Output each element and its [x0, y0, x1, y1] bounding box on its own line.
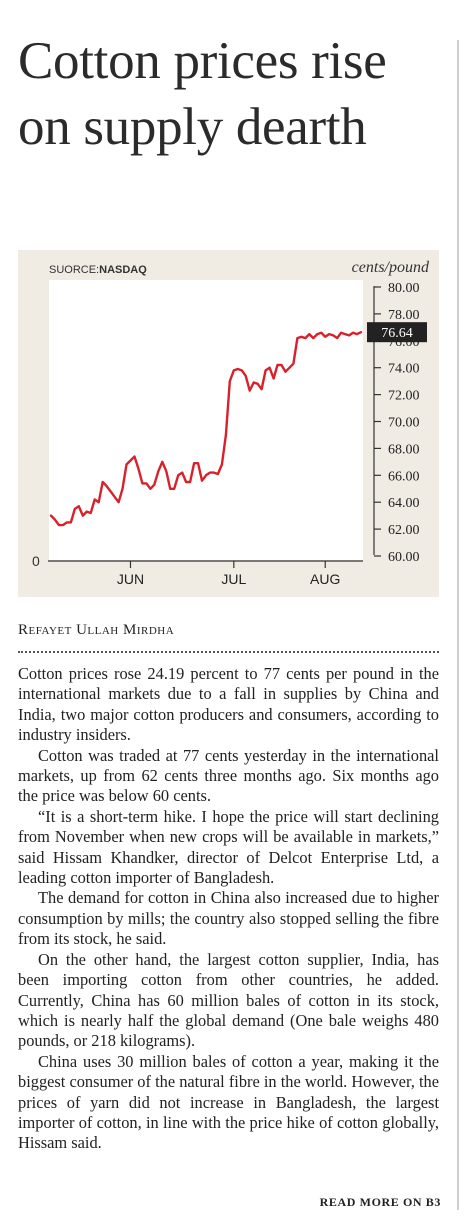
y-tick-label: 66.00 [388, 469, 420, 484]
x-ticks: JUN JUL AUG [117, 561, 340, 587]
x-tick-label: JUN [117, 571, 144, 587]
article-paragraph: The demand for cotton in China also incr… [18, 888, 439, 949]
y-tick-label: 60.00 [388, 550, 420, 565]
plot-area [49, 280, 363, 560]
article-body: Cotton prices rose 24.19 percent to 77 c… [18, 664, 439, 1154]
article-paragraph: China uses 30 million bales of cotton a … [18, 1051, 439, 1153]
y-tick-label: 74.00 [388, 362, 420, 377]
y-tick-label: 70.00 [388, 416, 420, 431]
price-line [49, 331, 363, 527]
dotted-divider [18, 651, 439, 653]
chart-svg: SUORCE:NASDAQ cents/pound 0 80.00 78.00 76… [32, 259, 430, 587]
price-chart: SUORCE:NASDAQ cents/pound 0 80.00 78.00 76… [18, 250, 439, 597]
y-tick-label: 62.00 [388, 523, 420, 538]
x-tick-label: AUG [310, 571, 340, 587]
chart-source: SUORCE:NASDAQ [49, 264, 147, 276]
y-tick-label: 78.00 [388, 308, 420, 323]
article-paragraph: On the other hand, the largest cotton su… [18, 949, 439, 1051]
last-value-label: 76.64 [367, 322, 427, 343]
y-tick-label: 80.00 [388, 281, 420, 296]
x-tick-label: JUL [221, 571, 246, 587]
y-tick-label: 64.00 [388, 496, 420, 511]
byline: Refayet Ullah Mirdha [18, 622, 175, 638]
headline: Cotton prices rise on supply dearth [18, 32, 387, 156]
y-tick-label: 72.00 [388, 389, 420, 404]
svg-text:76.64: 76.64 [381, 326, 413, 341]
article-paragraph: Cotton was traded at 77 cents yesterday … [18, 745, 439, 806]
read-more-link[interactable]: READ MORE ON B3 [319, 1195, 441, 1209]
y-tick-label: 68.00 [388, 442, 420, 457]
y-ticks: 80.0078.0076.0074.0072.0070.0068.0066.00… [374, 281, 420, 565]
chart-unit: cents/pound [352, 259, 430, 276]
article-paragraph: Cotton prices rose 24.19 percent to 77 c… [18, 664, 439, 745]
zero-label: 0 [32, 553, 40, 569]
column-rule [457, 40, 459, 1210]
article-paragraph: “It is a short-term hike. I hope the pri… [18, 806, 439, 888]
